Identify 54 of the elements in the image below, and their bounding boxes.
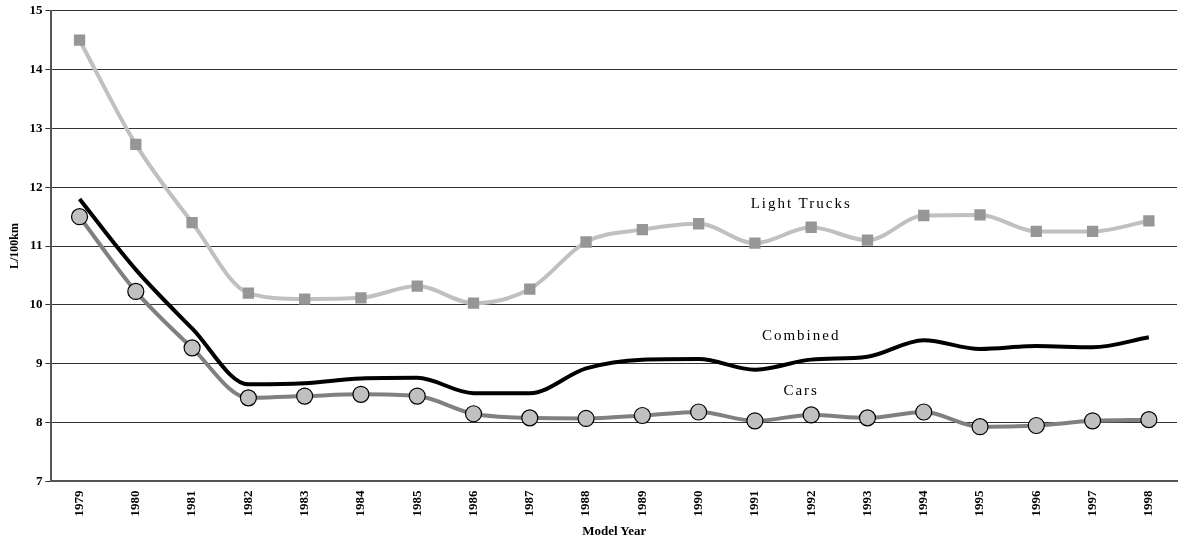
x-tick-label: 1991: [746, 490, 762, 517]
point: [1143, 215, 1155, 227]
point: [692, 218, 705, 230]
point: [974, 209, 986, 221]
point: [580, 236, 592, 248]
x-tick-label: 1985: [408, 489, 424, 517]
point: [805, 221, 817, 233]
point: [918, 209, 930, 222]
point: [411, 280, 423, 292]
x-tick-label: 1988: [577, 489, 593, 517]
series-label: Cars: [783, 382, 819, 399]
x-tick-label: 1995: [971, 489, 987, 517]
y-tick-label: 7: [35, 472, 43, 488]
y-tick-label: 9: [35, 355, 43, 371]
point: [861, 234, 874, 246]
point: [130, 138, 142, 150]
x-tick-label: 1982: [239, 490, 255, 517]
point: [1030, 225, 1042, 238]
point: [467, 297, 480, 309]
series-label: Light Trucks: [750, 194, 852, 211]
point: [524, 283, 536, 295]
x-tick-label: 1980: [127, 490, 143, 517]
point: [73, 34, 86, 46]
x-tick-label: 1998: [1140, 489, 1156, 517]
x-tick-label: 1984: [352, 489, 368, 517]
x-tick-label: 1981: [183, 490, 199, 517]
x-tick-label: 1993: [858, 489, 874, 517]
x-tick-label: 1987: [521, 489, 537, 517]
y-tick-label: 14: [29, 60, 43, 76]
x-tick-label: 1992: [802, 490, 818, 517]
x-tick-label: 1996: [1027, 489, 1043, 517]
point: [355, 292, 367, 304]
y-tick-label: 8: [35, 413, 43, 429]
point: [186, 216, 198, 229]
point: [749, 237, 761, 249]
x-tick-label: 1979: [70, 489, 86, 517]
y-tick-label: 13: [29, 119, 43, 135]
x-tick-label: 1989: [633, 489, 649, 517]
x-axis-title: Model Year: [582, 522, 647, 538]
y-tick-label: 15: [29, 2, 43, 18]
y-tick-label: 12: [29, 178, 43, 194]
point: [636, 223, 648, 236]
series-label: Combined: [761, 327, 841, 344]
x-tick-label: 1990: [689, 490, 705, 517]
point: [1086, 225, 1099, 238]
x-tick-label: 1997: [1083, 489, 1099, 517]
x-tick-label: 1994: [915, 489, 931, 517]
point: [242, 287, 255, 299]
y-tick-label: 10: [29, 296, 43, 312]
point: [299, 293, 311, 305]
x-tick-label: 1986: [464, 489, 480, 517]
x-tick-label: 1983: [296, 489, 312, 517]
y-axis-title: L/100km: [7, 223, 22, 270]
y-tick-label: 11: [30, 237, 43, 253]
